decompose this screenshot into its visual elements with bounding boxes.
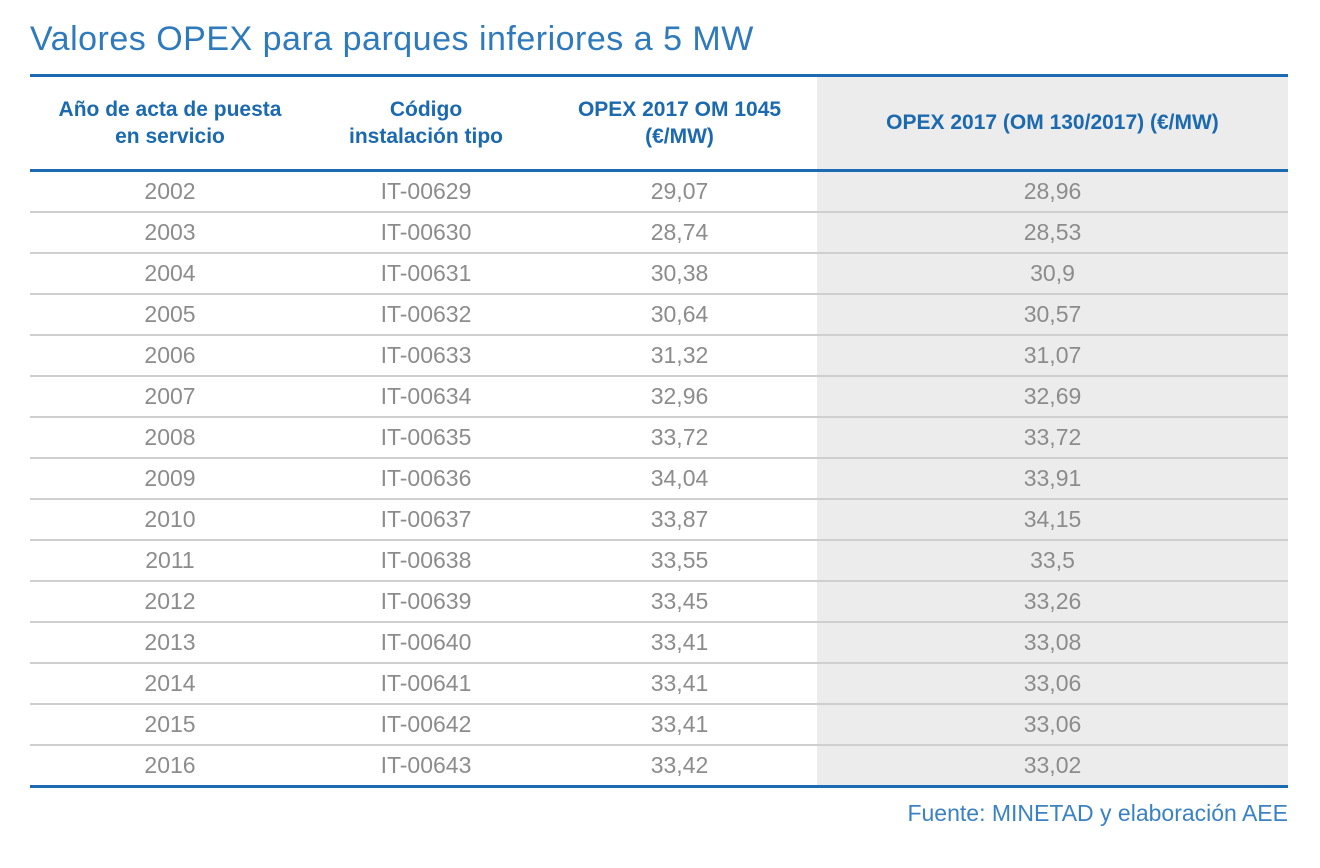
table-body: 2002 IT-00629 29,07 28,96 2003 IT-00630 … [30,170,1288,787]
cell-installation-code: IT-00632 [310,293,542,335]
cell-year: 2009 [30,457,310,499]
cell-year: 2014 [30,662,310,704]
column-header-opex-om1045-line1: OPEX 2017 OM 1045 [577,97,782,121]
table-row: 2007 IT-00634 32,96 32,69 [30,375,1288,417]
table-row: 2004 IT-00631 30,38 30,9 [30,252,1288,294]
cell-opex-om130: 33,5 [817,539,1288,581]
cell-opex-om130: 33,72 [817,416,1288,458]
cell-year: 2004 [30,252,310,294]
cell-opex-om130: 33,06 [817,703,1288,745]
cell-opex-om130: 33,06 [817,662,1288,704]
cell-opex-om1045: 33,72 [542,416,817,458]
table-row: 2005 IT-00632 30,64 30,57 [30,293,1288,335]
table-row: 2016 IT-00643 33,42 33,02 [30,744,1288,787]
cell-opex-om130: 31,07 [817,334,1288,376]
table-row: 2015 IT-00642 33,41 33,06 [30,703,1288,745]
table-row: 2009 IT-00636 34,04 33,91 [30,457,1288,499]
cell-year: 2013 [30,621,310,663]
cell-opex-om1045: 30,38 [542,252,817,294]
column-header-year-line1: Año de acta de puesta [58,97,282,121]
table-row: 2006 IT-00633 31,32 31,07 [30,334,1288,376]
cell-opex-om1045: 30,64 [542,293,817,335]
cell-opex-om130: 30,57 [817,293,1288,335]
cell-year: 2010 [30,498,310,540]
cell-year: 2012 [30,580,310,622]
column-header-code-line1: Código [389,97,463,121]
table-row: 2003 IT-00630 28,74 28,53 [30,211,1288,253]
table-row: 2012 IT-00639 33,45 33,26 [30,580,1288,622]
column-header-year-line2: en servicio [115,125,225,148]
cell-year: 2008 [30,416,310,458]
opex-values-table: Año de acta de puesta en servicio Código… [30,74,1288,788]
cell-installation-code: IT-00629 [380,178,472,204]
cell-installation-code: IT-00640 [310,621,542,663]
cell-opex-om1045: 32,96 [542,375,817,417]
cell-opex-om1045: 29,07 [650,178,709,204]
source-attribution: Fuente: MINETAD y elaboración AEE [907,800,1288,826]
cell-year: 2016 [30,744,310,787]
cell-installation-code: IT-00634 [310,375,542,417]
cell-installation-code: IT-00635 [310,416,542,458]
column-header-opex-om130: OPEX 2017 (OM 130/2017) (€/MW) [817,75,1288,172]
cell-opex-om1045: 34,04 [542,457,817,499]
cell-opex-om130: 34,15 [817,498,1288,540]
cell-opex-om1045: 33,87 [542,498,817,540]
cell-opex-om1045: 33,41 [542,621,817,663]
cell-installation-code: IT-00639 [310,580,542,622]
cell-opex-om1045: 33,55 [542,539,817,581]
column-header-opex-om1045: OPEX 2017 OM 1045 (€/MW) [542,75,817,172]
cell-opex-om130: 33,26 [817,580,1288,622]
cell-year: 2015 [30,703,310,745]
cell-installation-code: IT-00641 [310,662,542,704]
cell-opex-om130: 33,02 [817,744,1288,787]
cell-installation-code: IT-00630 [310,211,542,253]
table-row: 2002 IT-00629 29,07 28,96 [30,170,1288,212]
cell-year: 2011 [30,539,310,581]
cell-opex-om130: 32,69 [817,375,1288,417]
column-header-opex-om130-line1: OPEX 2017 (OM 130/2017) (€/MW) [886,111,1219,135]
cell-installation-code: IT-00642 [310,703,542,745]
table-row: 2008 IT-00635 33,72 33,72 [30,416,1288,458]
cell-installation-code: IT-00631 [310,252,542,294]
cell-year: 2005 [30,293,310,335]
cell-opex-om1045: 28,74 [542,211,817,253]
column-header-code: Código instalación tipo [310,75,542,172]
column-header-opex-om1045-line2: (€/MW) [645,125,714,148]
cell-installation-code: IT-00633 [310,334,542,376]
cell-opex-om130: 33,91 [817,457,1288,499]
cell-opex-om1045: 33,41 [542,703,817,745]
cell-installation-code: IT-00637 [310,498,542,540]
table-row: 2010 IT-00637 33,87 34,15 [30,498,1288,540]
cell-opex-om130: 33,08 [817,621,1288,663]
table-row: 2011 IT-00638 33,55 33,5 [30,539,1288,581]
cell-year: 2003 [30,211,310,253]
column-header-code-line2: instalación tipo [348,125,503,148]
table-row: 2013 IT-00640 33,41 33,08 [30,621,1288,663]
table-header: Año de acta de puesta en servicio Código… [30,75,1288,172]
cell-opex-om1045: 33,41 [542,662,817,704]
cell-installation-code: IT-00643 [310,744,542,787]
cell-year: 2002 [144,178,196,204]
cell-opex-om130: 30,9 [817,252,1288,294]
page-title: Valores OPEX para parques inferiores a 5… [30,20,754,58]
cell-installation-code: IT-00636 [310,457,542,499]
cell-installation-code: IT-00638 [310,539,542,581]
column-header-year: Año de acta de puesta en servicio [30,75,310,172]
cell-opex-om1045: 31,32 [542,334,817,376]
cell-opex-om1045: 33,45 [542,580,817,622]
cell-opex-om1045: 33,42 [542,744,817,787]
cell-year: 2006 [30,334,310,376]
table-row: 2014 IT-00641 33,41 33,06 [30,662,1288,704]
cell-opex-om130: 28,53 [817,211,1288,253]
cell-year: 2007 [30,375,310,417]
cell-opex-om130: 28,96 [817,170,1288,212]
